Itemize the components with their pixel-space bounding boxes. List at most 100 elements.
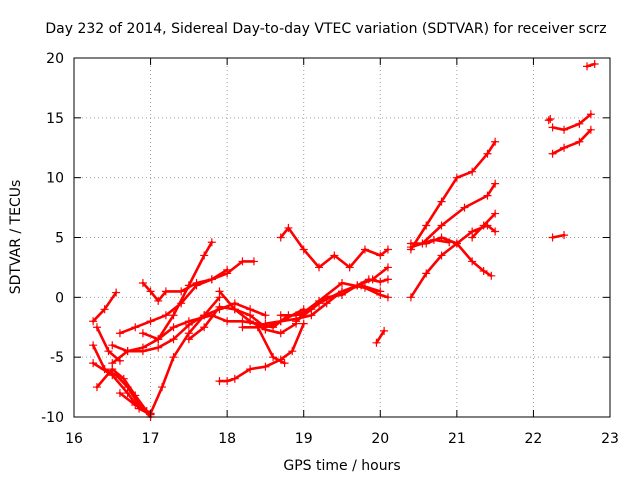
- data-point: [338, 287, 346, 296]
- data-point: [115, 329, 124, 338]
- series-trace: [298, 281, 390, 317]
- data-point: [383, 245, 392, 254]
- series-s23: [406, 233, 496, 280]
- data-point: [315, 296, 324, 305]
- series-s26: [406, 235, 454, 252]
- data-point: [169, 323, 178, 332]
- data-point: [100, 365, 109, 374]
- data-point: [177, 299, 186, 308]
- data-point: [590, 59, 599, 68]
- series-s22: [406, 137, 500, 254]
- data-point: [383, 293, 392, 302]
- data-point: [131, 323, 140, 332]
- data-point: [223, 265, 232, 274]
- data-point: [383, 275, 392, 284]
- x-tick-label: 19: [295, 431, 313, 447]
- data-point: [468, 167, 477, 176]
- data-point: [238, 323, 247, 332]
- data-point: [345, 263, 354, 272]
- data-point: [146, 287, 155, 296]
- data-point: [575, 137, 584, 146]
- x-tick-label: 17: [142, 431, 160, 447]
- data-point: [452, 239, 461, 248]
- data-point: [169, 311, 178, 320]
- series-s5: [92, 323, 124, 365]
- data-point: [548, 233, 557, 242]
- data-point: [299, 245, 308, 254]
- series-s18: [292, 281, 385, 326]
- data-point: [299, 319, 308, 328]
- data-point: [276, 233, 285, 242]
- data-point: [138, 347, 147, 356]
- y-tick-label: 5: [55, 231, 64, 247]
- data-point: [89, 317, 98, 326]
- data-point: [138, 329, 147, 338]
- data-point: [112, 371, 121, 380]
- series-s28: [548, 231, 569, 242]
- data-point: [491, 227, 500, 236]
- data-point: [586, 125, 595, 134]
- data-point: [276, 311, 285, 320]
- data-point: [360, 245, 369, 254]
- series-s29: [548, 125, 595, 158]
- data-point: [215, 377, 224, 386]
- data-point: [383, 263, 392, 272]
- series-s30: [548, 110, 595, 134]
- data-point: [315, 263, 324, 272]
- series-s13: [215, 319, 308, 386]
- data-point: [583, 62, 592, 71]
- data-point: [560, 231, 569, 240]
- y-tick-label: -5: [50, 350, 64, 366]
- data-point: [169, 353, 178, 362]
- y-axis-label: SDTVAR / TECUs: [8, 180, 24, 295]
- series-trace: [551, 128, 593, 155]
- series-trace: [95, 325, 122, 363]
- data-point: [154, 296, 163, 305]
- data-point: [207, 238, 216, 247]
- data-point: [491, 137, 500, 146]
- data-point: [280, 359, 289, 368]
- series-trace: [241, 325, 286, 365]
- series-s1: [89, 288, 121, 326]
- data-point: [123, 347, 132, 356]
- data-point: [548, 123, 557, 132]
- y-tick-label: -10: [41, 410, 64, 426]
- data-point: [161, 287, 170, 296]
- data-point: [154, 343, 163, 352]
- data-point: [215, 287, 224, 296]
- data-point: [445, 238, 454, 247]
- series-s31: [583, 59, 599, 71]
- data-point: [437, 197, 446, 206]
- data-point: [479, 221, 488, 230]
- data-point: [123, 383, 132, 392]
- data-point: [295, 311, 304, 320]
- data-point: [223, 317, 232, 326]
- data-point: [215, 302, 224, 311]
- data-point: [115, 389, 124, 398]
- x-axis-label: GPS time / hours: [283, 458, 400, 474]
- data-point: [146, 317, 155, 326]
- data-point: [284, 223, 293, 232]
- data-point: [406, 243, 415, 252]
- data-point: [238, 257, 247, 266]
- data-point: [223, 377, 232, 386]
- data-point: [177, 287, 186, 296]
- data-point: [491, 209, 500, 218]
- data-point: [483, 149, 492, 158]
- data-point: [330, 251, 339, 260]
- data-point: [249, 257, 258, 266]
- series-trace: [409, 140, 497, 251]
- data-point: [487, 271, 496, 280]
- data-point: [246, 311, 255, 320]
- data-point: [368, 275, 377, 284]
- data-point: [288, 347, 297, 356]
- data-point: [261, 311, 270, 320]
- data-point: [479, 267, 488, 276]
- data-point: [161, 311, 170, 320]
- data-point: [200, 251, 209, 260]
- data-point: [184, 317, 193, 326]
- data-point: [376, 251, 385, 260]
- series-trace: [218, 290, 306, 329]
- series-s15: [238, 323, 289, 368]
- series-trace: [409, 224, 497, 299]
